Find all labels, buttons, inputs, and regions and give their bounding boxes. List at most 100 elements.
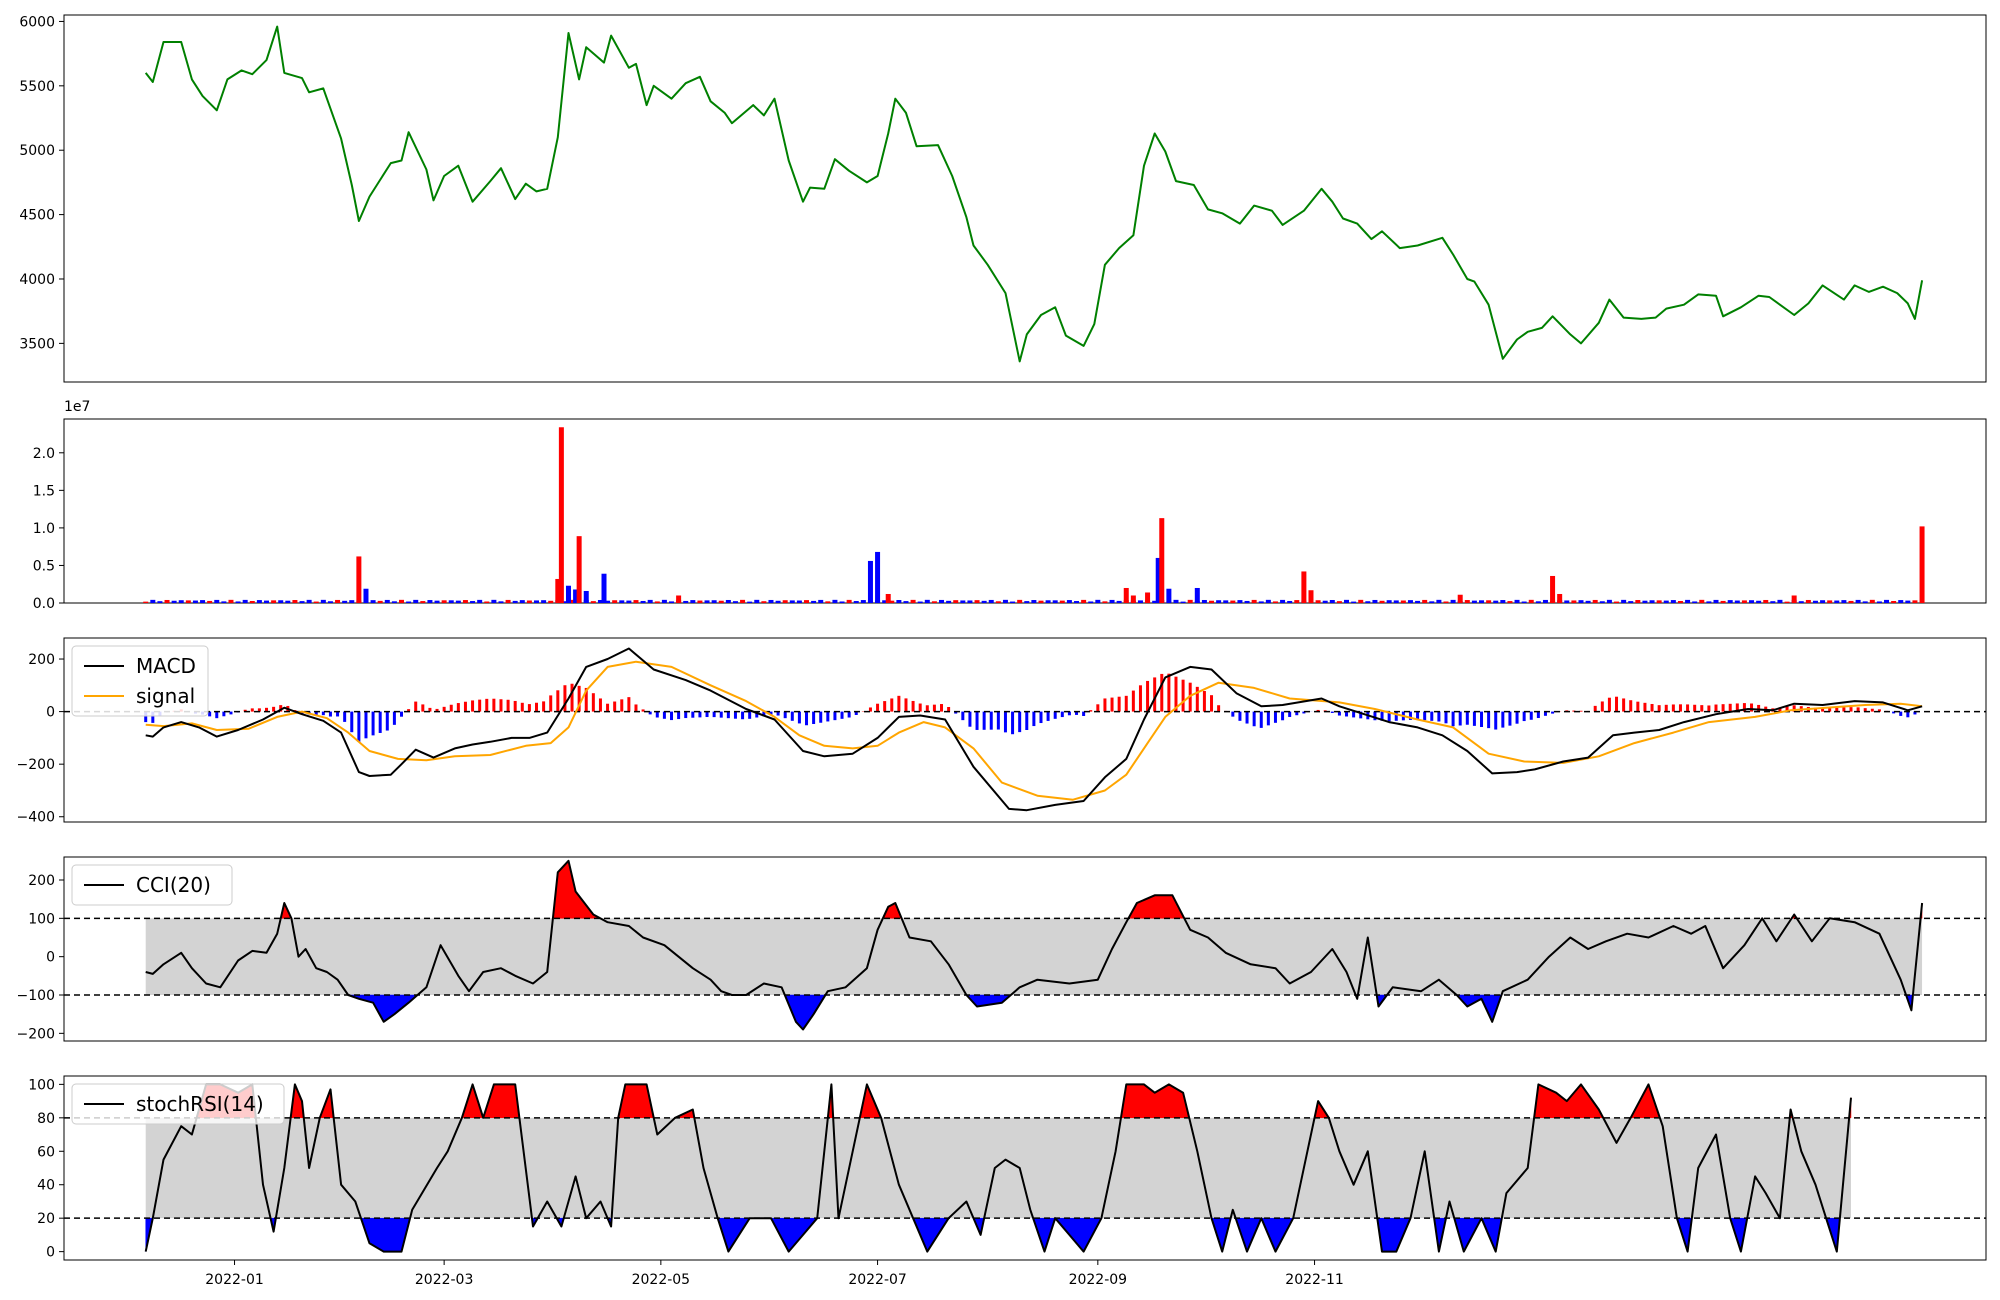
- x-tick-label: 2022-07: [848, 1272, 907, 1288]
- macd-histogram-bar: [364, 711, 368, 739]
- macd-histogram-bar: [1863, 708, 1867, 712]
- volume-bar: [974, 600, 980, 603]
- volume-bar: [171, 600, 177, 603]
- macd-histogram-bar: [762, 711, 766, 717]
- volume-bar: [363, 588, 369, 603]
- macd-histogram-bar: [1899, 711, 1903, 716]
- x-tick-label: 2022-11: [1285, 1272, 1344, 1288]
- volume-bar: [235, 601, 241, 603]
- macd-histogram-bar: [485, 698, 489, 712]
- axes-frame: [63, 418, 1987, 604]
- volume-bar: [306, 599, 312, 603]
- volume-bar: [867, 560, 873, 603]
- volume-bar: [342, 600, 348, 603]
- macd-histogram-bar: [1423, 711, 1427, 721]
- volume-bar: [1578, 600, 1584, 603]
- macd-histogram-bar: [1373, 711, 1377, 721]
- volume-bar: [747, 601, 753, 603]
- legend: stochRSI(14): [71, 1083, 285, 1125]
- volume-bar: [1820, 600, 1826, 603]
- volume-bar: [1592, 599, 1598, 603]
- volume-bar: [647, 599, 653, 603]
- volume-bar: [768, 599, 774, 603]
- volume-bar: [1074, 601, 1080, 603]
- macd-histogram-bar: [854, 711, 858, 715]
- volume-bar: [946, 600, 952, 603]
- volume-bar: [470, 601, 476, 603]
- macd-histogram-bar: [1622, 698, 1626, 712]
- macd-histogram-bar: [819, 711, 823, 723]
- volume-bar: [1663, 600, 1669, 603]
- macd-histogram-bar: [549, 695, 553, 712]
- macd-histogram-bar: [1281, 711, 1285, 721]
- macd-histogram-bar: [1913, 711, 1917, 715]
- macd-histogram-bar: [300, 711, 304, 715]
- volume-bar: [1720, 600, 1726, 603]
- volume-bar: [917, 601, 923, 603]
- macd-histogram-bar: [833, 711, 837, 721]
- macd-histogram-bar: [1472, 711, 1476, 726]
- y-tick-label: 80: [37, 1111, 55, 1127]
- volume-bar: [534, 600, 540, 603]
- volume-bar: [1528, 599, 1534, 603]
- macd-histogram-bar: [1430, 711, 1434, 721]
- macd-histogram-bar: [1245, 711, 1249, 724]
- volume-bar: [1677, 601, 1683, 603]
- macd-histogram-bar: [691, 711, 695, 718]
- volume-bar: [207, 600, 213, 603]
- volume-bar: [370, 600, 376, 603]
- macd-histogram-bar: [1451, 711, 1455, 727]
- volume-bar: [704, 600, 710, 603]
- volume-bar: [1471, 600, 1477, 603]
- macd-histogram-bar: [428, 707, 432, 712]
- macd-histogram-bar: [1160, 673, 1164, 712]
- macd-histogram-bar: [932, 704, 936, 712]
- macd-histogram-bar: [1636, 701, 1640, 712]
- macd-histogram-bar: [343, 711, 347, 722]
- volume-bar: [1791, 595, 1797, 603]
- macd-histogram-bar: [1210, 695, 1214, 712]
- volume-bar: [740, 599, 746, 603]
- volume-bar: [1010, 601, 1016, 603]
- volume-bar: [1876, 601, 1882, 603]
- volume-bar: [896, 600, 902, 603]
- signal-line: [145, 660, 1923, 801]
- volume-bar: [1102, 601, 1108, 603]
- macd-histogram-bar: [883, 701, 887, 712]
- volume-bar: [1862, 601, 1868, 603]
- volume-bar: [1564, 600, 1570, 603]
- volume-bar: [150, 599, 156, 603]
- macd-histogram-bar: [250, 708, 254, 712]
- volume-bar: [327, 601, 333, 603]
- macd-histogram-bar: [1316, 709, 1320, 712]
- macd-histogram-bar: [698, 711, 702, 718]
- volume-bar: [1379, 600, 1385, 603]
- volume-bar: [192, 600, 198, 603]
- volume-bar: [1315, 600, 1321, 603]
- volume-bar: [541, 600, 547, 603]
- volume-bar: [462, 600, 468, 603]
- volume-bar: [569, 599, 575, 603]
- volume-bar: [1059, 600, 1065, 603]
- macd-histogram-bar: [1778, 707, 1782, 712]
- volume-bar: [278, 600, 284, 603]
- macd-histogram-bar: [1693, 704, 1697, 712]
- volume-bar: [512, 600, 518, 603]
- volume-bar: [1180, 601, 1186, 603]
- macd-histogram-bar: [1842, 707, 1846, 712]
- volume-bar: [249, 601, 255, 603]
- volume-bar: [597, 599, 603, 603]
- macd-panel: −400 −200 0 200 MACD signal: [17, 637, 1987, 826]
- volume-bar: [875, 551, 881, 603]
- stochrsi-panel: 0 20 40 60 80 100 stochRSI(14): [28, 1075, 1987, 1261]
- macd-histogram-bar: [542, 701, 546, 712]
- macd-histogram-bar: [1167, 673, 1171, 712]
- volume-bar: [1201, 599, 1207, 603]
- macd-histogram-bar: [1217, 705, 1221, 712]
- axes-frame: [63, 856, 1987, 1042]
- legend-box: [71, 1083, 285, 1125]
- volume-bar: [1230, 600, 1236, 603]
- macd-histogram-bar: [1721, 704, 1725, 712]
- volume-bar: [605, 600, 611, 603]
- macd-histogram-bar: [215, 711, 219, 719]
